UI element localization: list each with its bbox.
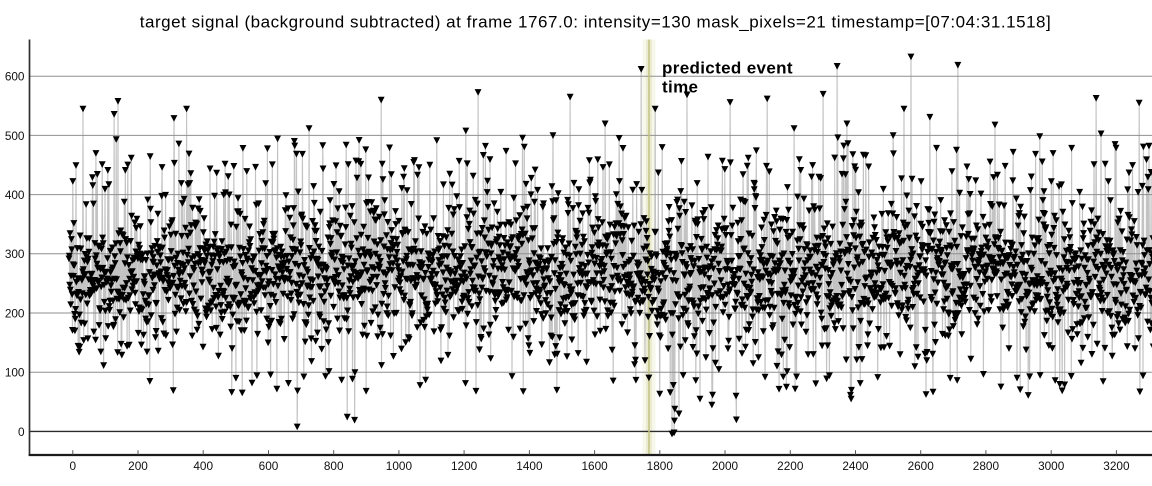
svg-text:2000: 2000 [712,459,739,473]
svg-text:300: 300 [5,247,25,261]
svg-text:200: 200 [128,459,148,473]
svg-text:2200: 2200 [777,459,804,473]
svg-text:800: 800 [324,459,344,473]
svg-text:2800: 2800 [973,459,1000,473]
svg-text:400: 400 [5,188,25,202]
svg-text:1000: 1000 [386,459,413,473]
svg-text:1200: 1200 [451,459,478,473]
svg-text:3000: 3000 [1038,459,1065,473]
svg-text:600: 600 [5,70,25,84]
svg-text:1800: 1800 [647,459,674,473]
svg-text:600: 600 [259,459,279,473]
svg-text:200: 200 [5,306,25,320]
svg-text:3200: 3200 [1103,459,1130,473]
svg-text:1400: 1400 [516,459,543,473]
svg-text:500: 500 [5,129,25,143]
svg-text:predicted event: predicted event [662,59,793,78]
svg-text:2400: 2400 [842,459,869,473]
svg-text:0: 0 [70,459,77,473]
svg-text:400: 400 [193,459,213,473]
svg-text:target signal (background subt: target signal (background subtracted) at… [140,12,1052,31]
svg-text:time: time [662,78,698,97]
svg-text:100: 100 [5,366,25,380]
svg-text:2600: 2600 [908,459,935,473]
svg-text:0: 0 [18,425,25,439]
svg-text:1600: 1600 [581,459,608,473]
